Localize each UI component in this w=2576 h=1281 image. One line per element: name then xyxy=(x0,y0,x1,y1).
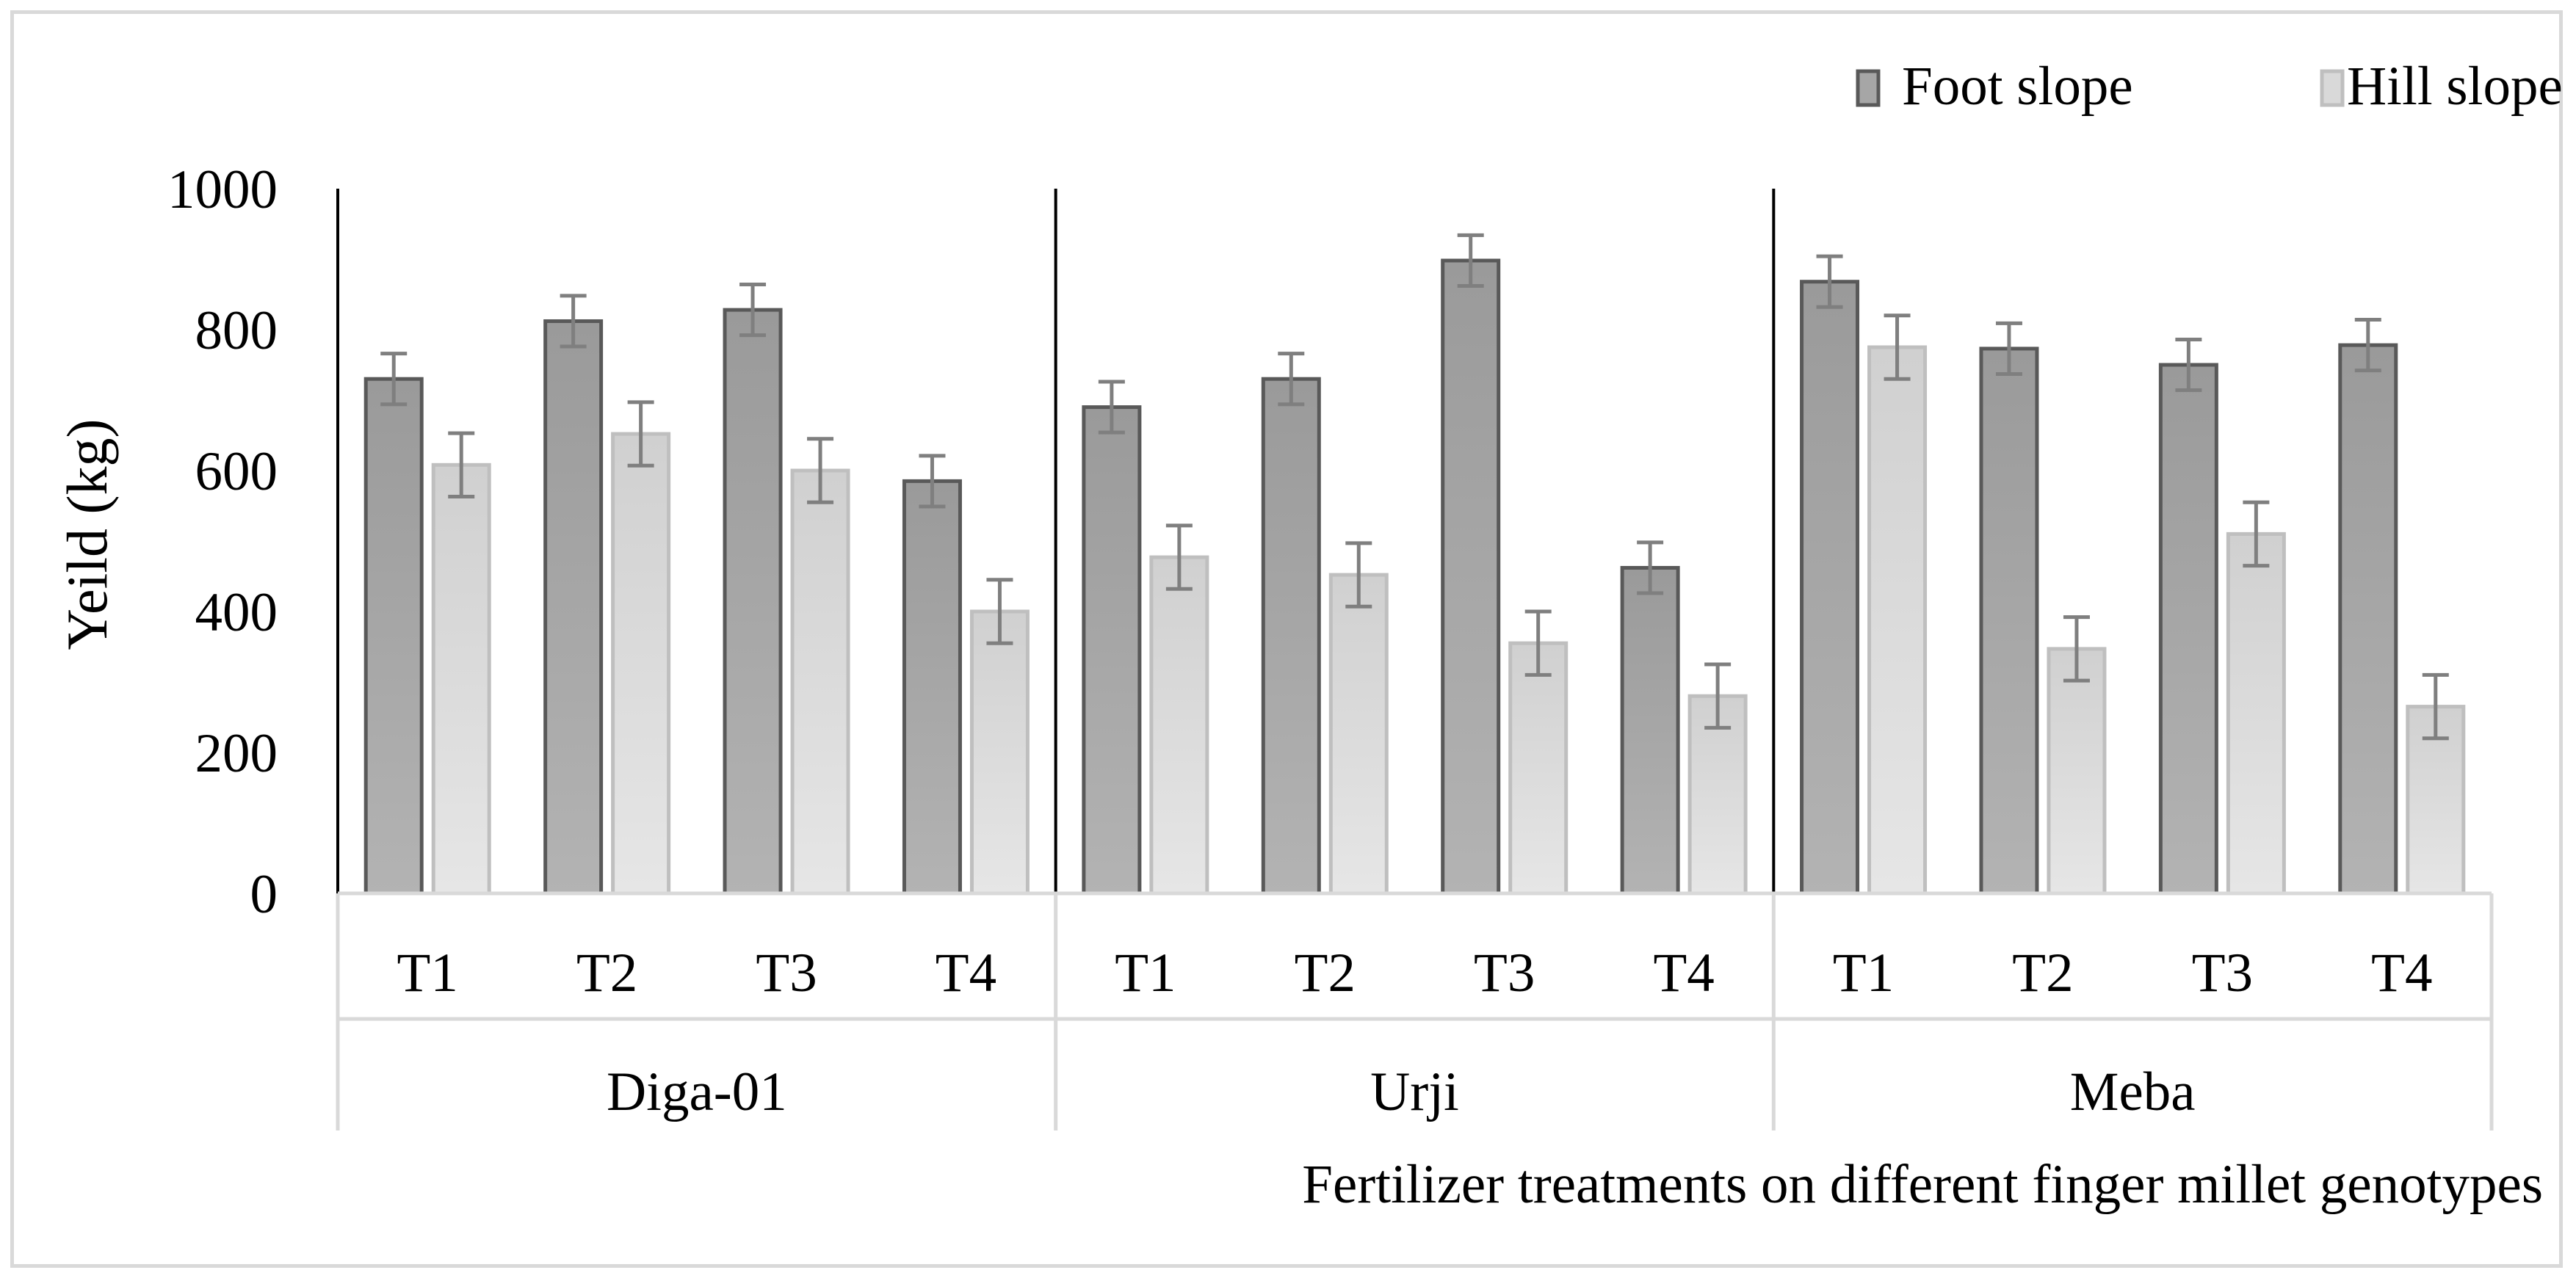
x-tick-label: T1 xyxy=(1833,943,1894,1004)
legend: Foot slope Hill slope xyxy=(1856,56,2563,117)
bar-hill-slope-diga-01-t3 xyxy=(790,468,850,896)
x-tick-label: T1 xyxy=(397,943,458,1004)
bar-hill-slope-meba-t3 xyxy=(2226,531,2286,896)
x-tick-label: T3 xyxy=(756,943,817,1004)
axes-layer: 0 200 400 600 800 1000 T1 T2 T3 T4 Diga-01 T1 T2 T3 T4… xyxy=(167,159,2494,1131)
bar-foot-slope-urji-t4 xyxy=(1620,565,1680,896)
bars-layer xyxy=(363,258,2466,896)
bar-foot-slope-diga-01-t3 xyxy=(723,308,783,896)
bar-hill-slope-meba-t2 xyxy=(2047,647,2107,896)
group-label: Urji xyxy=(1370,1062,1459,1122)
bar-hill-slope-diga-01-t1 xyxy=(431,462,491,896)
x-tick-label: T4 xyxy=(1653,943,1714,1004)
x-tick-label: T1 xyxy=(1115,943,1176,1004)
y-tick-label: 0 xyxy=(250,864,278,925)
legend-swatch-hill-slope xyxy=(2320,69,2345,107)
x-tick-label: T4 xyxy=(936,943,996,1004)
group-label: Meba xyxy=(2070,1062,2196,1122)
bar-foot-slope-diga-01-t4 xyxy=(902,479,962,896)
bar-foot-slope-urji-t2 xyxy=(1261,377,1321,896)
bar-hill-slope-diga-01-t2 xyxy=(611,432,671,896)
x-tick-label: T3 xyxy=(1474,943,1535,1004)
group-label: Diga-01 xyxy=(607,1062,787,1122)
y-tick-label: 600 xyxy=(195,441,278,502)
x-tick-label: T3 xyxy=(2192,943,2253,1004)
bar-hill-slope-urji-t1 xyxy=(1149,555,1209,896)
legend-label-foot-slope: Foot slope xyxy=(1902,56,2133,117)
x-tick-label: T4 xyxy=(2371,943,2432,1004)
bar-foot-slope-urji-t3 xyxy=(1441,258,1501,896)
x-axis-label: Fertilizer treatments on different finge… xyxy=(1302,1154,2543,1215)
bar-foot-slope-meba-t2 xyxy=(1979,346,2039,896)
x-tick-label: T2 xyxy=(576,943,637,1004)
bar-hill-slope-urji-t2 xyxy=(1328,573,1389,896)
y-axis-label: Yeild (kg) xyxy=(55,419,119,650)
y-tick-label: 800 xyxy=(195,300,278,361)
x-tick-label: T2 xyxy=(1295,943,1356,1004)
bar-foot-slope-diga-01-t1 xyxy=(363,377,424,896)
bar-foot-slope-diga-01-t2 xyxy=(543,319,604,896)
bar-hill-slope-diga-01-t4 xyxy=(969,609,1030,896)
bar-foot-slope-meba-t4 xyxy=(2338,343,2398,896)
x-tick-label: T2 xyxy=(2012,943,2073,1004)
bar-foot-slope-meba-t3 xyxy=(2158,363,2218,896)
y-tick-label: 1000 xyxy=(167,159,278,220)
bar-foot-slope-urji-t1 xyxy=(1082,405,1142,896)
legend-swatch-foot-slope xyxy=(1856,69,1881,107)
legend-label-hill-slope: Hill slope xyxy=(2347,56,2563,117)
bar-foot-slope-meba-t1 xyxy=(1800,280,1860,896)
error-bars-layer xyxy=(380,233,2449,741)
bar-hill-slope-urji-t3 xyxy=(1508,641,1569,896)
y-tick-label: 400 xyxy=(195,582,278,643)
bar-hill-slope-meba-t1 xyxy=(1867,345,1928,896)
y-tick-label: 200 xyxy=(195,723,278,784)
